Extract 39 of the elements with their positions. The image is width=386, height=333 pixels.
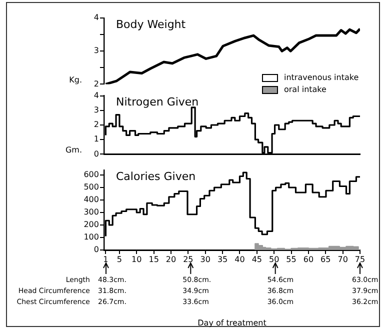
y-tick-label: 0 [94,245,99,254]
x-tick-label: 70 [338,254,348,264]
x-tick-label: 1 [103,254,108,264]
chart-title: Body Weight [116,18,186,31]
x-tick-label: 20 [166,254,176,264]
x-tick-label: 15 [148,254,159,264]
y-tick-label: 3 [94,46,99,56]
y-tick-label: 200 [84,220,99,230]
x-tick-label: 65 [320,254,331,264]
y-tick-label: 500 [84,182,99,192]
x-tick-label: 45 [252,254,262,264]
y-tick-label: 0 [94,149,99,158]
chart-title: Nitrogen Given [116,96,199,109]
y-tick-label: 4 [94,13,99,22]
y-tick-label: 2 [94,120,99,130]
x-tick-label: 40 [234,254,245,264]
legend-label: oral intake [284,85,326,94]
y-tick-label: 2 [94,79,99,88]
y-tick-label: 4 [94,90,99,100]
chart-title: Calories Given [116,170,196,183]
x-tick-label: 55 [286,254,296,264]
y-axis-title: Kg. [69,75,82,84]
x-tick-label: 5 [116,254,122,264]
x-tick-label: 30 [200,254,210,264]
y-tick-label: 300 [84,208,99,217]
y-tick-label: 400 [84,195,99,204]
x-tick-label: 35 [217,254,228,264]
legend-label: intravenous intake [284,73,359,82]
x-axis-title: Day of treatment [198,318,266,328]
x-tick-label: 10 [132,254,142,264]
y-axis-title: Gm. [65,145,82,154]
x-tick-label: 60 [303,254,314,264]
y-tick-label: 100 [84,232,99,242]
x-tick-label: 75 [354,254,366,264]
x-tick-label: 25 [183,254,194,264]
y-tick-label: 1 [94,134,99,144]
y-tick-label: 3 [94,105,99,114]
x-tick-label: 50 [269,254,280,264]
y-tick-label: 600 [84,170,99,180]
